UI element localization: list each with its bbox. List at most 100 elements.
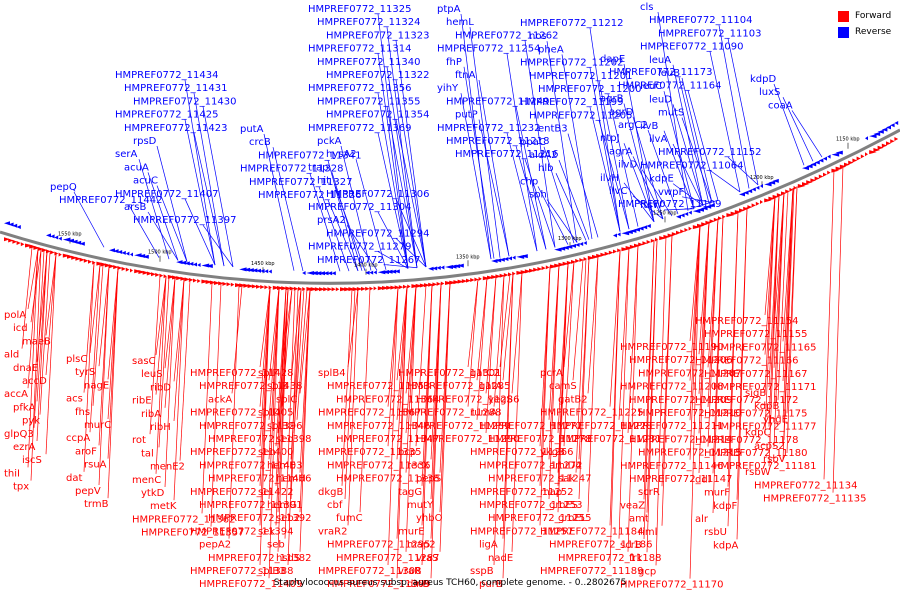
forward-feature-arrow bbox=[478, 276, 482, 281]
forward-gene-label: HMPREF0772_11272 bbox=[479, 460, 582, 471]
reverse-leader-line bbox=[607, 93, 639, 227]
forward-feature-arrow bbox=[529, 268, 535, 273]
reverse-gene-label: putP bbox=[455, 110, 478, 121]
reverse-leader-line bbox=[506, 53, 538, 252]
forward-leader-line bbox=[783, 187, 795, 440]
forward-feature-arrow bbox=[285, 286, 292, 291]
forward-leader-line bbox=[45, 253, 57, 455]
reverse-leader-line bbox=[641, 169, 673, 217]
forward-leader-line bbox=[268, 288, 280, 500]
forward-leader-line bbox=[299, 289, 311, 394]
forward-feature-arrow bbox=[831, 168, 840, 173]
forward-feature-arrow bbox=[579, 257, 584, 262]
forward-gene-label: HMPREF0772_11406 bbox=[208, 474, 311, 485]
forward-leader-line bbox=[786, 186, 798, 454]
reverse-feature-arrow bbox=[739, 192, 745, 197]
reverse-gene-label: agrD bbox=[609, 107, 634, 118]
forward-feature-arrow bbox=[852, 158, 858, 163]
forward-feature-arrow bbox=[839, 164, 847, 169]
genome-backbone bbox=[0, 128, 900, 285]
forward-feature-arrow bbox=[617, 248, 621, 253]
forward-gene-label: acpS2 bbox=[754, 441, 785, 452]
reverse-feature-arrow bbox=[642, 225, 648, 230]
reverse-feature-arrow bbox=[814, 160, 820, 165]
reverse-feature-arrow bbox=[877, 129, 884, 134]
forward-gene-label: HMPREF0772_11388 bbox=[190, 566, 293, 577]
reverse-gene-label: kdpD bbox=[750, 74, 776, 85]
forward-feature-arrow bbox=[491, 275, 498, 280]
reverse-gene-label: sph bbox=[529, 190, 547, 201]
forward-gene-label: rot bbox=[132, 435, 146, 446]
reverse-gene-label: HMPREF0772_11218 bbox=[446, 136, 549, 147]
reverse-feature-arrow bbox=[264, 269, 269, 274]
reverse-feature-arrow bbox=[109, 248, 115, 253]
tick-label: 1400 kbp bbox=[354, 263, 378, 269]
reverse-leader-line bbox=[681, 196, 713, 203]
forward-feature-arrow bbox=[835, 166, 843, 171]
forward-gene-label: HMPREF0772_11289 bbox=[407, 421, 510, 432]
reverse-gene-label: HMPREF0772_11430 bbox=[133, 96, 236, 107]
reverse-feature-arrow bbox=[760, 184, 763, 189]
reverse-feature-arrow bbox=[251, 268, 258, 273]
forward-leader-line bbox=[467, 278, 479, 407]
forward-gene-label: ddl bbox=[695, 474, 710, 485]
reverse-feature-arrow bbox=[613, 233, 617, 238]
forward-gene-label: dinB bbox=[407, 579, 429, 590]
forward-feature-arrow bbox=[461, 279, 468, 284]
forward-feature-arrow bbox=[260, 285, 265, 290]
forward-gene-label: HMPREF0772_11171 bbox=[713, 382, 816, 393]
forward-gene-label: thiI bbox=[4, 468, 20, 479]
forward-feature-arrow bbox=[428, 282, 434, 287]
reverse-gene-label: leuC bbox=[640, 81, 662, 92]
forward-feature-arrow bbox=[272, 285, 281, 290]
reverse-gene-label: acuA bbox=[124, 162, 149, 173]
reverse-feature-arrow bbox=[755, 185, 760, 190]
reverse-leader-line bbox=[558, 159, 590, 240]
reverse-gene-label: ppaC bbox=[520, 137, 546, 148]
forward-feature-arrow bbox=[134, 269, 142, 274]
forward-leader-line bbox=[296, 289, 308, 420]
reverse-leader-line bbox=[478, 79, 510, 257]
forward-feature-arrow bbox=[151, 272, 156, 277]
reverse-leader-line bbox=[128, 205, 160, 258]
forward-feature-arrow bbox=[113, 265, 119, 270]
forward-feature-arrow bbox=[172, 275, 179, 280]
forward-gene-label: HMPREF0772_11266 bbox=[470, 447, 573, 458]
forward-gene-label: hemH bbox=[276, 474, 306, 485]
forward-feature-arrow bbox=[730, 211, 738, 216]
forward-feature-arrow bbox=[386, 285, 393, 290]
reverse-feature-arrow bbox=[327, 271, 333, 276]
forward-gene-label: HMPREF0772_11285 bbox=[407, 381, 510, 392]
reverse-feature-arrow bbox=[508, 256, 512, 261]
forward-gene-label: HMPREF0772_11400 bbox=[190, 447, 293, 458]
reverse-leader-line bbox=[555, 173, 587, 241]
forward-feature-arrow bbox=[894, 136, 899, 141]
forward-gene-label: acs bbox=[66, 394, 83, 405]
forward-feature-arrow bbox=[734, 209, 742, 214]
forward-leader-line bbox=[287, 288, 299, 566]
forward-gene-label: HMPREF0772_11391 bbox=[199, 500, 302, 511]
forward-gene-label: HMPREF0772_11308 bbox=[318, 566, 421, 577]
tick-label: 1150 kbp bbox=[836, 137, 860, 143]
legend-forward-label: Forward bbox=[855, 11, 892, 21]
forward-gene-label: frk bbox=[629, 553, 643, 564]
reverse-leader-line bbox=[623, 103, 655, 222]
reverse-feature-arrow bbox=[197, 263, 201, 268]
forward-leader-line bbox=[439, 282, 451, 552]
gene-labels: pepQ HMPREF0772_11442 HMPREF0772_11434 HMPR… bbox=[4, 2, 866, 591]
forward-leader-line bbox=[155, 276, 167, 474]
forward-gene-label: hsdS bbox=[276, 553, 300, 564]
reverse-feature-arrow bbox=[432, 266, 438, 271]
reverse-gene-label: HMPREF0772_11425 bbox=[115, 110, 218, 121]
reverse-leader-line bbox=[340, 145, 372, 271]
forward-feature-arrow bbox=[58, 252, 62, 257]
forward-leader-line bbox=[773, 192, 785, 329]
reverse-gene-label: HMPREF0772_11279 bbox=[308, 242, 411, 253]
forward-feature-arrow bbox=[739, 208, 745, 213]
tick-label: 1550 kbp bbox=[58, 231, 82, 237]
forward-leader-line bbox=[736, 207, 748, 540]
reverse-feature-arrow bbox=[865, 136, 868, 141]
forward-leader-line bbox=[164, 277, 176, 369]
reverse-feature-arrow bbox=[894, 120, 899, 125]
forward-leader-line bbox=[149, 275, 161, 435]
